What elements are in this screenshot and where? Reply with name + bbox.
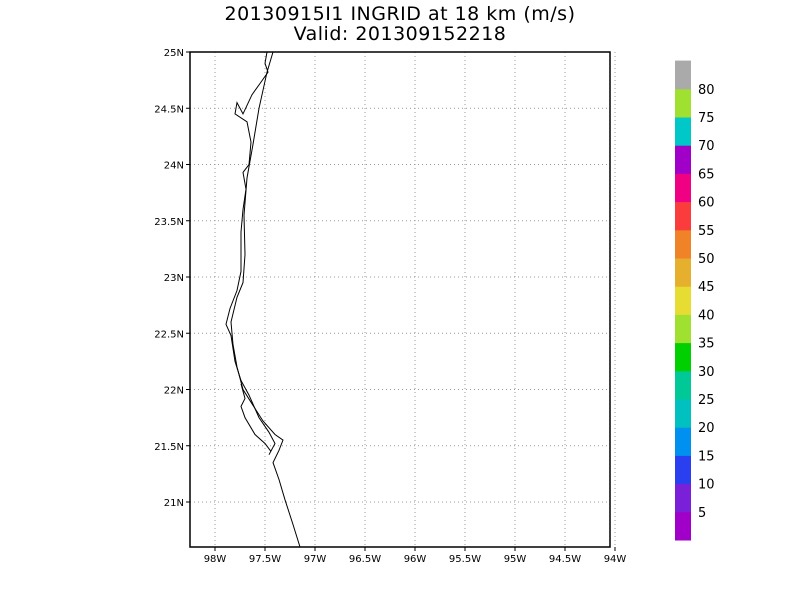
lon-tick-label: 98W [204, 554, 227, 565]
colorbar-label: 45 [698, 280, 715, 295]
colorbar-label: 30 [698, 365, 715, 380]
colorbar-label: 15 [698, 449, 715, 464]
map-title: 20130915I1 INGRID at 18 km (m/s) [224, 3, 576, 25]
colorbar-swatch [675, 399, 691, 428]
colorbar-swatch [675, 370, 691, 400]
colorbar-swatch [675, 342, 691, 372]
colorbar-label: 60 [698, 196, 715, 211]
coastline [225, 51, 301, 548]
colorbar-swatch [675, 258, 691, 287]
lat-tick-label: 25N [164, 48, 184, 59]
colorbar-label: 10 [698, 478, 715, 493]
lat-tick-label: 24N [164, 161, 184, 172]
lon-tick-label: 96W [404, 554, 427, 565]
colorbar-swatch [675, 427, 691, 456]
colorbar-swatch [675, 145, 691, 174]
colorbar-label: 50 [698, 252, 715, 267]
colorbar-label: 80 [698, 83, 715, 98]
valid-time: Valid: 201309152218 [293, 23, 507, 45]
lon-tick-label: 97W [304, 554, 327, 565]
grid-lines [190, 51, 616, 547]
colorbar-swatch [675, 201, 691, 231]
lon-tick-label: 94.5W [549, 554, 581, 565]
colorbar-label: 40 [698, 308, 715, 323]
lon-tick-label: 95W [504, 554, 527, 565]
colorbar-label: 5 [698, 506, 706, 521]
lon-tick-label: 94W [604, 554, 627, 565]
colorbar-swatch [675, 314, 691, 344]
lon-tick-label: 95.5W [449, 554, 481, 565]
colorbar-label: 75 [698, 111, 715, 126]
lat-tick-label: 22.5N [154, 329, 184, 340]
colorbar-swatch [675, 229, 691, 259]
colorbar-swatch [675, 455, 691, 485]
colorbar-swatch [675, 60, 691, 90]
lon-tick-label: 97.5W [249, 554, 281, 565]
lon-tick-label: 96.5W [349, 554, 381, 565]
colorbar-swatch [675, 511, 691, 541]
colorbar-label: 65 [698, 167, 715, 182]
lat-tick-label: 23.5N [154, 217, 184, 228]
lat-tick-label: 21.5N [154, 442, 184, 453]
colorbar-label: 20 [698, 421, 715, 436]
colorbar-label: 35 [698, 337, 715, 352]
lat-tick-label: 23N [164, 273, 184, 284]
map-frame [189, 51, 611, 548]
lat-tick-label: 21N [164, 498, 184, 509]
colorbar-swatch [675, 88, 691, 118]
colorbar-swatch [675, 286, 691, 315]
coastline-segment [240, 383, 272, 452]
colorbar-swatch [675, 117, 691, 146]
colorbar-label: 70 [698, 139, 715, 154]
axis-ticks: 25N 24.5N 24N 23.5N 23N 22.5N 22N 21.5N 21N 98W 97… [154, 48, 626, 565]
colorbar-swatch [675, 173, 691, 203]
lat-tick-label: 24.5N [154, 104, 184, 115]
colorbar-label: 55 [698, 224, 715, 239]
lat-tick-label: 22N [164, 386, 184, 397]
colorbar-label: 25 [698, 393, 715, 408]
colorbar: 5 10 15 20 25 30 35 40 45 50 55 60 65 70 75 80 [675, 60, 715, 541]
colorbar-swatch [675, 483, 691, 513]
coastline-segment [225, 51, 276, 455]
